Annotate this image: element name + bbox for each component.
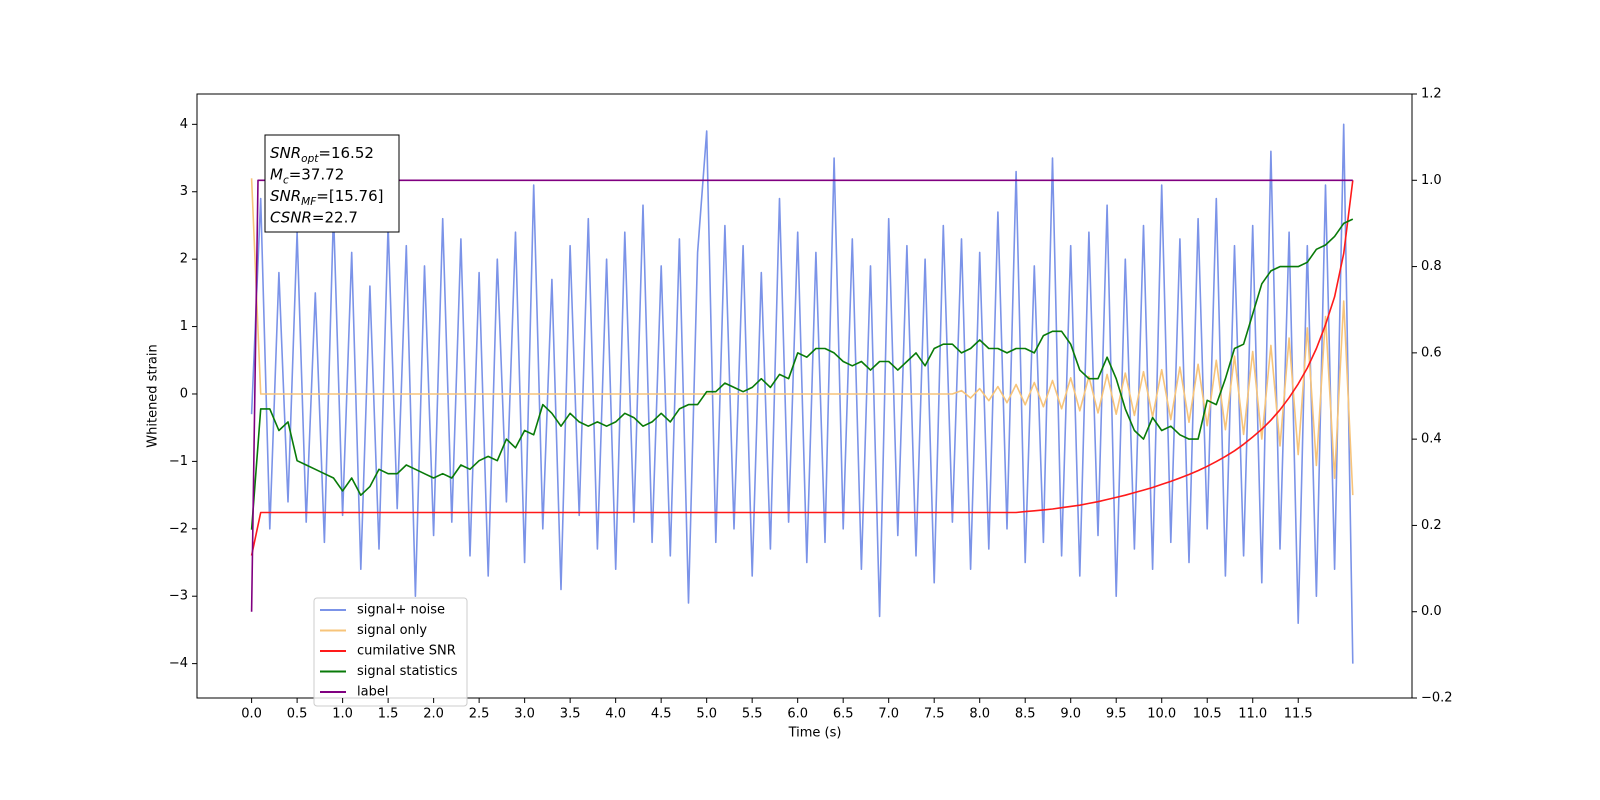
x-tick-label: 1.0 [332, 707, 353, 722]
x-axis-label: Time (s) [788, 726, 842, 741]
x-tick-label: 8.0 [969, 707, 990, 722]
y2-tick-label: −0.2 [1421, 691, 1453, 706]
x-tick-label: 7.5 [924, 707, 945, 722]
x-tick-label: 6.0 [787, 707, 808, 722]
x-tick-label: 0.5 [287, 707, 308, 722]
x-tick-label: 10.0 [1147, 707, 1176, 722]
x-tick-label: 2.5 [469, 707, 490, 722]
annotation-symbol: SNR [270, 187, 301, 205]
x-tick-label: 5.0 [696, 707, 717, 722]
x-tick-label: 2.0 [423, 707, 444, 722]
annotation: SNRopt=16.52Mc=37.72SNRMF=[15.76]CSNR=22… [264, 134, 400, 233]
annotation-value: =16.52 [318, 144, 374, 162]
series-line [250, 218, 1354, 530]
y-axis-label: Whitened strain [146, 344, 161, 447]
y-tick-label: 2 [180, 252, 188, 267]
y-tick-label: −3 [169, 589, 188, 604]
annotation-line: SNRMF=[15.76] [270, 187, 384, 209]
annotation-line: Mc=37.72 [270, 165, 344, 187]
y-tick-label: −4 [169, 656, 188, 671]
x-tick-label: 7.0 [878, 707, 899, 722]
legend-box [313, 597, 468, 707]
series-line [250, 178, 1354, 496]
x-tick-label: 0.0 [241, 707, 262, 722]
x-tick-label: 10.5 [1193, 707, 1222, 722]
annotation-subscript: MF [301, 196, 317, 208]
x-tick-label: 8.5 [1015, 707, 1036, 722]
y-tick-label: 0 [180, 386, 188, 401]
x-tick-label: 11.5 [1284, 707, 1313, 722]
x-tick-label: 6.5 [833, 707, 854, 722]
annotation-value: =22.7 [312, 208, 358, 226]
legend: signal+ noise signal only cumilative SNR si… [313, 597, 468, 707]
legend-label: cumilative SNR [357, 644, 456, 659]
y2-tick-label: 0.6 [1421, 345, 1442, 360]
x-tick-label: 9.5 [1106, 707, 1127, 722]
annotation-line: SNRopt=16.52 [270, 144, 374, 166]
series-line [250, 123, 1354, 664]
y-tick-label: 1 [180, 319, 188, 334]
legend-label: label [357, 685, 388, 700]
plot-area [250, 123, 1354, 664]
y2-tick-label: 1.0 [1421, 173, 1442, 188]
y-tick-label: −2 [169, 521, 188, 536]
y2-tick-label: 1.2 [1421, 87, 1442, 102]
y-tick-label: −1 [169, 454, 188, 469]
x-tick-label: 9.0 [1060, 707, 1081, 722]
y-tick-label: 4 [180, 117, 188, 132]
annotation-subscript: c [283, 175, 289, 187]
legend-label: signal statistics [357, 664, 458, 679]
annotation-value: =[15.76] [316, 187, 383, 205]
x-tick-label: 3.5 [560, 707, 581, 722]
series-line [250, 179, 1353, 612]
x-tick-label: 1.5 [378, 707, 399, 722]
x-tick-label: 4.0 [605, 707, 626, 722]
annotation-box [264, 134, 400, 233]
series-line [250, 180, 1354, 556]
x-tick-label: 5.5 [742, 707, 763, 722]
y2-tick-label: 0.4 [1421, 432, 1442, 447]
annotation-value: =37.72 [289, 165, 345, 183]
legend-label: signal only [357, 623, 427, 638]
y2-tick-label: 0.0 [1421, 604, 1442, 619]
y2-tick-label: 0.8 [1421, 259, 1442, 274]
x-tick-label: 4.5 [651, 707, 672, 722]
axes-frame [196, 93, 1413, 699]
annotation-line: CSNR=22.7 [270, 208, 358, 226]
x-tick-label: 11.0 [1238, 707, 1267, 722]
annotation-symbol: M [270, 165, 283, 183]
y-tick-label: 3 [180, 184, 188, 199]
annotation-subscript: opt [301, 153, 319, 165]
legend-label: signal+ noise [357, 603, 445, 618]
annotation-symbol: CSNR [270, 208, 312, 226]
annotation-symbol: SNR [270, 144, 301, 162]
y2-tick-label: 0.2 [1421, 518, 1442, 533]
x-tick-label: 3.0 [514, 707, 535, 722]
